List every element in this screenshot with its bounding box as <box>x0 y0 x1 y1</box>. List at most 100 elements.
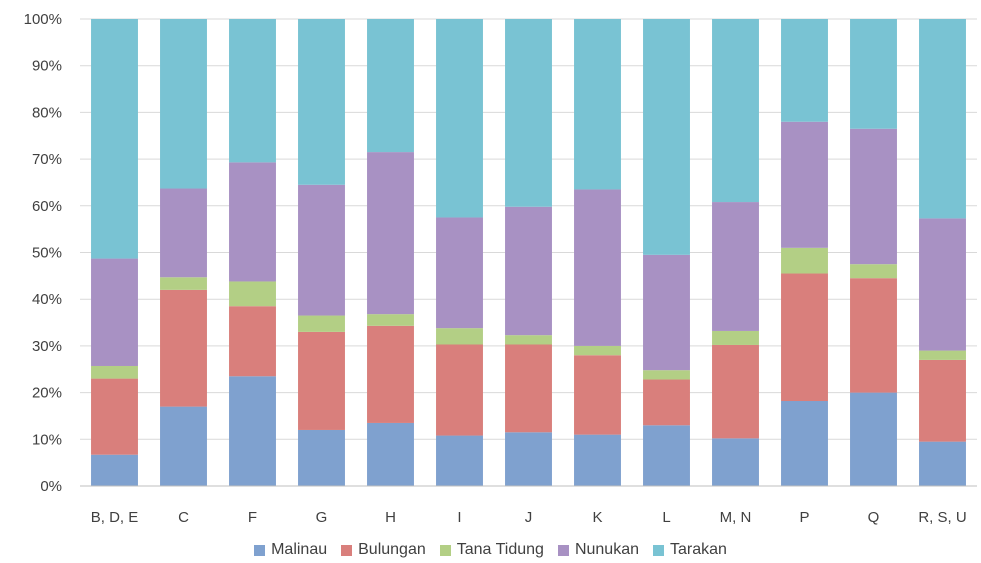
bar-segment <box>160 188 207 278</box>
y-tick-label: 60% <box>32 198 62 215</box>
bar-segment <box>91 19 138 259</box>
bar-segment <box>367 422 414 486</box>
y-tick-label: 40% <box>32 291 62 308</box>
y-tick-label: 90% <box>32 58 62 75</box>
bar-segment <box>643 254 690 371</box>
legend-label: Tana Tidung <box>456 541 544 558</box>
bar-segment <box>919 441 966 486</box>
bar-segment <box>643 425 690 486</box>
bar-segment <box>505 19 552 207</box>
bar-segment <box>781 401 828 486</box>
bar-segment <box>229 376 276 486</box>
x-tick-label: G <box>316 509 328 526</box>
bar-segment <box>850 278 897 393</box>
bar-segment <box>574 345 621 356</box>
legend-item: Malinau <box>254 541 327 559</box>
bar-segment <box>436 19 483 218</box>
bar-segment <box>574 189 621 346</box>
bar-segment <box>850 392 897 486</box>
legend-label: Tarakan <box>669 541 727 558</box>
x-tick-label: R, S, U <box>918 509 966 526</box>
legend-swatch <box>652 544 664 556</box>
legend-label: Nunukan <box>574 541 639 558</box>
bar-segment <box>160 277 207 290</box>
legend-label: Bulungan <box>358 541 426 558</box>
bar-segment <box>367 314 414 326</box>
legend-swatch <box>557 544 569 556</box>
x-tick-label: Q <box>868 509 880 526</box>
x-tick-label: L <box>662 509 670 526</box>
legend: Malinau Bulungan Tana Tidung Nunukan Tarakan <box>0 538 981 562</box>
bar-segment <box>781 273 828 402</box>
y-tick-label: 50% <box>32 245 62 262</box>
bar-segment <box>298 315 345 332</box>
y-tick-label: 100% <box>24 11 62 28</box>
bar-segment <box>367 19 414 153</box>
bar-segment <box>436 435 483 486</box>
bar-segment <box>850 19 897 129</box>
bar-segment <box>850 128 897 265</box>
bar-segment <box>712 330 759 345</box>
bar-segment <box>505 432 552 486</box>
y-tick-label: 10% <box>32 431 62 448</box>
bar-segment <box>91 454 138 486</box>
bar-segment <box>91 365 138 379</box>
bar-segment <box>505 335 552 345</box>
bar-segment <box>781 121 828 248</box>
x-axis-tick-labels: B, D, E C F G H I J K L M, N P Q R, S, U <box>91 509 967 526</box>
bar-segment <box>436 217 483 329</box>
x-tick-label: J <box>525 509 533 526</box>
x-tick-label: H <box>385 509 396 526</box>
bar-segment <box>91 378 138 455</box>
legend-swatch <box>341 544 353 556</box>
legend-item: Bulungan <box>341 541 426 559</box>
bar-segment <box>574 19 621 190</box>
bar-segment <box>298 429 345 486</box>
y-tick-label: 20% <box>32 385 62 402</box>
bar-segment <box>160 289 207 407</box>
bar-segment <box>229 306 276 377</box>
legend-item: Nunukan <box>557 541 639 559</box>
x-tick-label: F <box>248 509 257 526</box>
x-tick-label: K <box>592 509 602 526</box>
x-tick-label: P <box>799 509 809 526</box>
x-tick-label: I <box>457 509 461 526</box>
bar-segment <box>712 202 759 331</box>
bar-segment <box>229 281 276 307</box>
y-tick-label: 70% <box>32 151 62 168</box>
bar-segment <box>712 344 759 439</box>
bar-segment <box>781 19 828 122</box>
bar-segment <box>574 355 621 435</box>
bar-segment <box>919 359 966 442</box>
bar-segment <box>643 19 690 255</box>
bar-segment <box>505 344 552 433</box>
x-tick-label: C <box>178 509 189 526</box>
bar-segment <box>436 344 483 436</box>
legend-swatch <box>254 544 266 556</box>
legend-label: Malinau <box>271 541 328 558</box>
bar-segment <box>160 19 207 189</box>
bar-segment <box>229 19 276 163</box>
legend-item: Tana Tidung <box>439 541 544 559</box>
bar-segment <box>298 184 345 316</box>
bars <box>91 19 966 486</box>
bar-segment <box>850 264 897 279</box>
bar-segment <box>574 434 621 486</box>
y-tick-label: 80% <box>32 104 62 121</box>
x-tick-label: B, D, E <box>91 509 139 526</box>
bar-segment <box>367 152 414 315</box>
bar-segment <box>298 331 345 430</box>
bar-segment <box>919 19 966 219</box>
bar-segment <box>160 406 207 486</box>
y-tick-label: 0% <box>40 478 62 495</box>
bar-segment <box>919 350 966 360</box>
bar-segment <box>436 328 483 345</box>
y-axis-tick-labels: 0% 10% 20% 30% 40% 50% 60% 70% 80% 90% 100% <box>24 11 62 495</box>
bar-segment <box>229 162 276 282</box>
legend-item: Tarakan <box>652 541 727 559</box>
bar-segment <box>643 379 690 426</box>
bar-segment <box>781 247 828 274</box>
bar-segment <box>712 19 759 203</box>
bar-segment <box>505 206 552 336</box>
